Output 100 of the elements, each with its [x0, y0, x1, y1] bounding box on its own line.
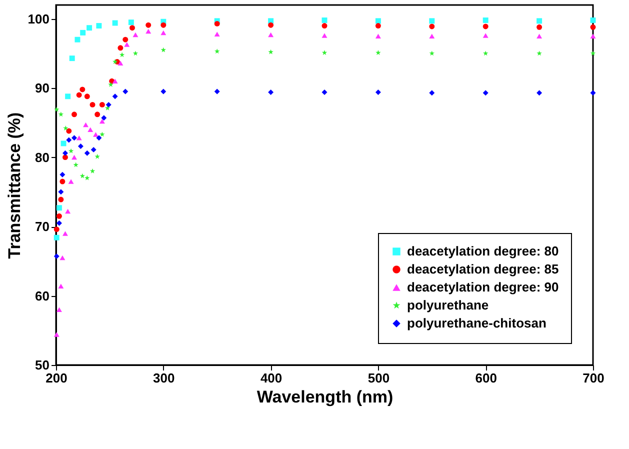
point: [160, 47, 166, 52]
point: [86, 25, 92, 31]
point: [58, 189, 64, 195]
point: [536, 18, 542, 24]
point: [536, 50, 542, 56]
point: [96, 23, 102, 29]
point: [214, 88, 220, 94]
point: [160, 88, 166, 94]
point: [99, 118, 105, 124]
y-tick-label: 70: [35, 219, 50, 234]
point: [80, 30, 86, 36]
point: [482, 33, 488, 38]
point: [268, 32, 274, 38]
legend-label: deacetylation degree: 85: [407, 262, 559, 276]
point: [56, 220, 62, 226]
point: [536, 24, 542, 30]
x-tick-label: 400: [260, 370, 282, 386]
legend-label: polyurethane: [407, 298, 489, 312]
point: [130, 25, 135, 31]
x-axis-title: Wavelength (nm): [256, 388, 394, 406]
point: [54, 254, 60, 260]
point: [590, 17, 596, 23]
y-tick-label: 50: [35, 358, 50, 372]
y-tick-label: 80: [35, 150, 50, 165]
point: [160, 30, 166, 36]
point: [54, 234, 60, 240]
y-axis-title: Transmittance (%): [4, 112, 24, 259]
point: [429, 24, 435, 30]
point: [429, 18, 435, 24]
point: [74, 36, 80, 42]
point: [132, 32, 138, 38]
point: [375, 23, 381, 29]
point: [214, 48, 220, 54]
point: [80, 173, 86, 178]
point: [118, 60, 124, 66]
point: [63, 125, 68, 130]
point: [376, 50, 381, 55]
point: [132, 50, 138, 56]
point: [483, 50, 488, 56]
point: [69, 56, 75, 62]
point: [90, 168, 96, 174]
x-tick-label: 300: [153, 370, 175, 386]
point: [322, 33, 328, 38]
x-tick-label: 200: [46, 370, 68, 386]
point: [54, 226, 60, 232]
point: [84, 150, 90, 156]
point: [590, 24, 596, 30]
point: [160, 22, 166, 28]
point: [108, 82, 114, 87]
point: [375, 34, 381, 39]
point: [58, 112, 64, 117]
point: [62, 231, 68, 236]
point: [112, 20, 118, 26]
y-tick-label: 100: [28, 11, 50, 26]
point: [268, 49, 274, 54]
point: [84, 94, 90, 100]
point: [90, 146, 96, 152]
point: [99, 102, 105, 108]
point: [112, 78, 118, 84]
point: [94, 112, 100, 118]
x-tick-label: 700: [582, 370, 604, 386]
x-tick-label: 500: [368, 370, 390, 386]
point: [536, 34, 542, 39]
point: [214, 20, 220, 26]
point: [536, 90, 542, 96]
point: [146, 28, 152, 34]
point: [112, 94, 118, 100]
point: [94, 154, 100, 159]
point: [429, 50, 434, 56]
point: [322, 50, 328, 55]
legend-label: polyurethane-chitosan: [407, 316, 546, 330]
point: [124, 42, 130, 47]
point: [60, 140, 66, 146]
point: [65, 94, 71, 100]
point: [322, 23, 328, 29]
point: [73, 162, 78, 168]
point: [119, 52, 125, 58]
point: [122, 88, 128, 94]
point: [146, 22, 152, 28]
point: [214, 32, 220, 36]
point: [58, 196, 64, 202]
point: [93, 132, 98, 137]
point: [56, 205, 62, 211]
point: [60, 172, 66, 178]
point: [268, 22, 274, 28]
point: [68, 179, 74, 184]
point: [84, 175, 90, 180]
point: [429, 90, 435, 96]
point: [56, 307, 62, 312]
point: [106, 102, 112, 108]
legend-label: deacetylation degree: 90: [407, 280, 559, 294]
point: [590, 50, 596, 56]
point: [118, 45, 124, 51]
legend-label: deacetylation degree: 80: [407, 244, 559, 258]
y-tick-label: 90: [35, 80, 50, 96]
point: [62, 150, 68, 156]
point: [482, 90, 488, 96]
point: [68, 148, 74, 154]
point: [101, 115, 107, 121]
point: [590, 90, 596, 96]
